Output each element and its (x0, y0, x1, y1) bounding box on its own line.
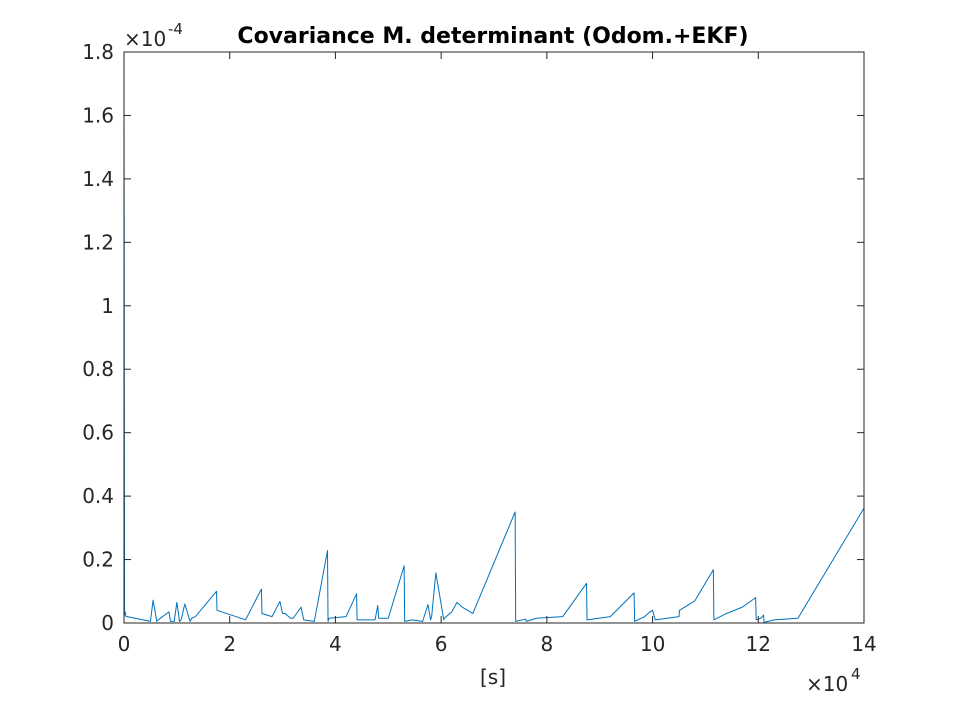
y-tick-label: 0.4 (82, 484, 114, 508)
y-tick-label: 1.8 (82, 40, 114, 64)
x-tick-label: 10 (640, 632, 665, 656)
x-multiplier: ×10 (806, 672, 848, 696)
plot-frame (123, 51, 865, 624)
y-tick-label: 0.2 (82, 548, 114, 572)
x-multiplier-base: ×10 (806, 672, 848, 696)
y-tick-label: 1.6 (82, 103, 114, 127)
x-tick-label: 0 (118, 632, 131, 656)
series-layer (123, 67, 865, 623)
y-tick-label: 1.4 (82, 167, 114, 191)
x-multiplier-exponent: 4 (851, 665, 861, 683)
x-tick-label: 14 (851, 632, 876, 656)
x-tick-label: 12 (746, 632, 771, 656)
y-tick-label: 1 (101, 294, 114, 318)
y-multiplier: ×10 (124, 27, 166, 51)
plot-background (124, 52, 864, 623)
y-tick-label: 1.2 (82, 230, 114, 254)
tick-labels-layer: 0 2 4 6 8 10 12 14 0 0.2 0.4 0.6 0.8 1 1.2 1.4 1.6 1.8 (82, 40, 877, 656)
y-tick-label: 0.6 (82, 421, 114, 445)
y-multiplier-exponent: -4 (168, 20, 183, 38)
x-axis-label: [s] (480, 665, 506, 689)
x-tick-label: 6 (435, 632, 448, 656)
series-line-0 (123, 67, 865, 623)
x-tick-label: 2 (223, 632, 236, 656)
y-tick-label: 0.8 (82, 357, 114, 381)
x-tick-label: 4 (329, 632, 342, 656)
x-tick-label: 8 (540, 632, 553, 656)
ticks-layer (123, 51, 865, 624)
y-multiplier-base: ×10 (124, 27, 166, 51)
y-tick-label: 0 (101, 611, 114, 635)
chart-title: Covariance M. determinant (Odom.+EKF) (237, 24, 748, 49)
